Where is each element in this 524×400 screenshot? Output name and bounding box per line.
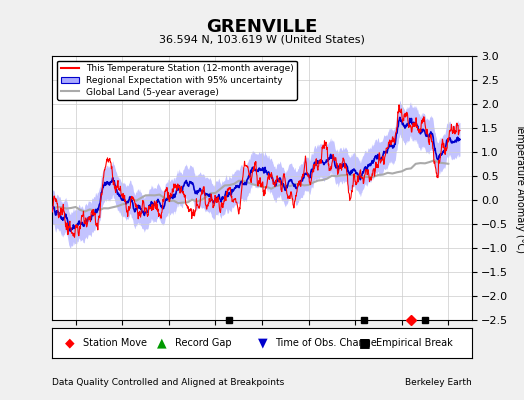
Legend: This Temperature Station (12-month average), Regional Expectation with 95% uncer: This Temperature Station (12-month avera… xyxy=(57,60,297,100)
Text: ■: ■ xyxy=(358,336,370,350)
Text: Time of Obs. Change: Time of Obs. Change xyxy=(276,338,377,348)
Text: ▼: ▼ xyxy=(258,336,267,350)
Text: ▲: ▲ xyxy=(157,336,167,350)
Text: 36.594 N, 103.619 W (United States): 36.594 N, 103.619 W (United States) xyxy=(159,34,365,44)
Text: Record Gap: Record Gap xyxy=(175,338,232,348)
Text: Station Move: Station Move xyxy=(83,338,147,348)
Text: ◆: ◆ xyxy=(65,336,74,350)
Text: GRENVILLE: GRENVILLE xyxy=(206,18,318,36)
Text: Data Quality Controlled and Aligned at Breakpoints: Data Quality Controlled and Aligned at B… xyxy=(52,378,285,387)
Y-axis label: Temperature Anomaly (°C): Temperature Anomaly (°C) xyxy=(515,123,524,253)
Text: Empirical Break: Empirical Break xyxy=(376,338,453,348)
Text: Berkeley Earth: Berkeley Earth xyxy=(405,378,472,387)
